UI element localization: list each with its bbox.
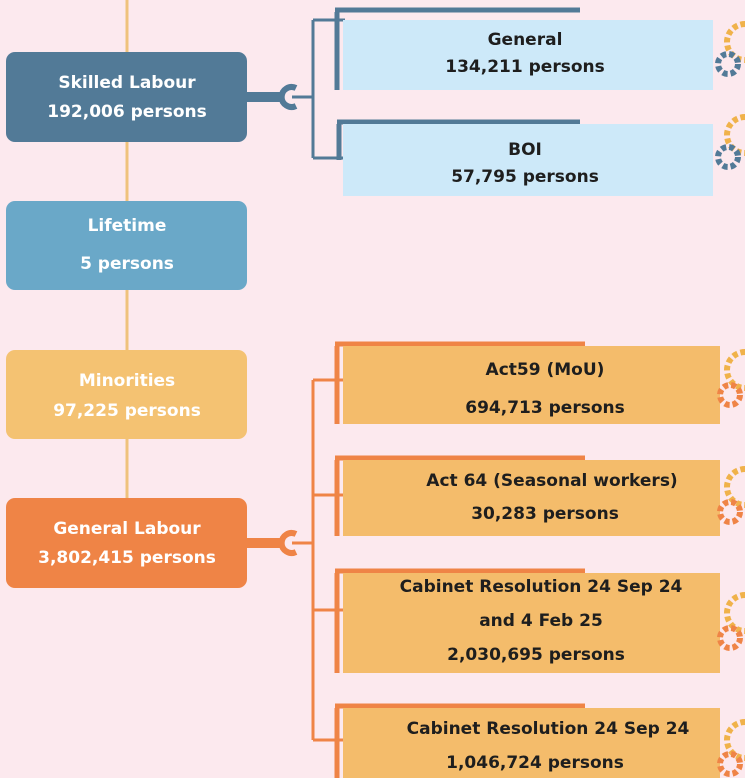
branch-title: BOI [508, 140, 542, 160]
branch-box [343, 573, 720, 673]
node-count: 192,006 persons [47, 102, 206, 122]
branch-title: and 4 Feb 25 [479, 611, 603, 631]
node-count: 5 persons [80, 254, 174, 274]
branch-box [343, 346, 720, 424]
node-count: 3,802,415 persons [38, 548, 216, 568]
branch-title: Cabinet Resolution 24 Sep 24 [400, 577, 683, 597]
branch-count: 57,795 persons [451, 167, 599, 187]
branch-title: General [488, 30, 563, 50]
branch-box [343, 20, 713, 90]
branch-title: Act59 (MoU) [486, 360, 605, 380]
branch-title: Cabinet Resolution 24 Sep 24 [407, 719, 690, 739]
node-count: 97,225 persons [53, 401, 201, 421]
branch-count: 1,046,724 persons [446, 753, 624, 773]
node-title: Minorities [79, 371, 175, 391]
branch-count: 134,211 persons [445, 57, 604, 77]
node-box [6, 52, 247, 142]
branch-box [343, 708, 720, 778]
branch-count: 694,713 persons [465, 398, 624, 418]
node-title: Skilled Labour [58, 73, 196, 93]
branch-box [343, 460, 720, 536]
node-box [6, 201, 247, 290]
branch-count: 2,030,695 persons [447, 645, 625, 665]
branch-box [343, 124, 713, 196]
node-title: General Labour [53, 519, 201, 539]
gear-icons [715, 21, 745, 777]
branch-title: Act 64 (Seasonal workers) [426, 471, 677, 491]
node-title: Lifetime [88, 216, 167, 236]
node-box [6, 498, 247, 588]
node-box [6, 350, 247, 439]
branch-count: 30,283 persons [471, 504, 619, 524]
connector [240, 341, 585, 778]
